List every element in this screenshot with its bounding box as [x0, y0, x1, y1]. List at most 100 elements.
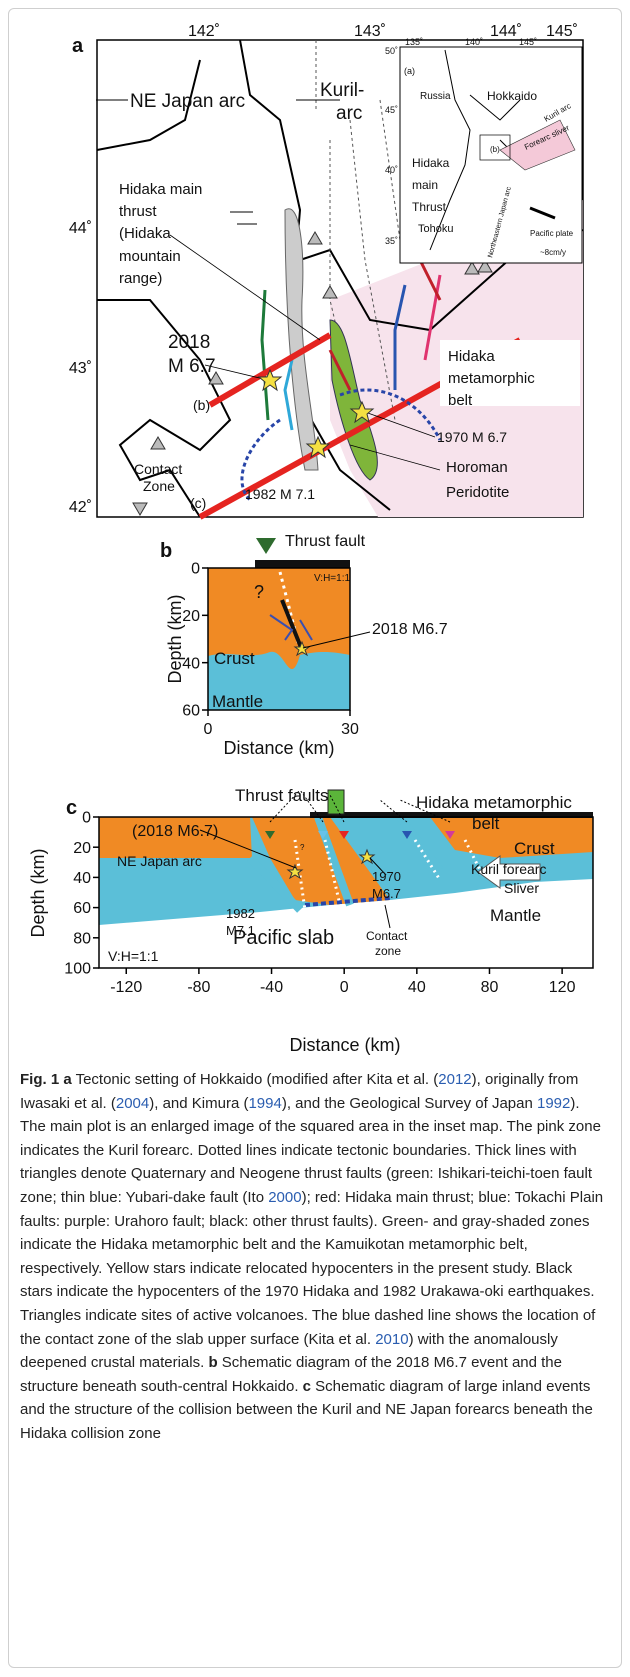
x-tick-label: 30: [341, 721, 359, 738]
inset-label: Hokkaido: [487, 89, 537, 103]
label: ?: [300, 843, 305, 852]
page: a 142˚ 143˚ 144˚ 145˚ 44˚ 43˚ 42˚ NE Jap…: [0, 0, 630, 1677]
inset-label: Hidaka: [412, 156, 450, 170]
label: Mantle: [212, 692, 263, 711]
y-tick-label: 60: [73, 900, 91, 917]
x-tick-label: 0: [340, 979, 349, 996]
panel-label: a: [72, 35, 84, 57]
map-label: mountain: [119, 248, 181, 265]
inset-label: Tohoku: [418, 223, 453, 235]
y-tick-label: 20: [182, 608, 200, 625]
axis-title: Depth (km): [28, 848, 48, 937]
inset-label: 40˚: [385, 165, 398, 175]
y-tick-label: 20: [73, 840, 91, 857]
map-label: NE Japan arc: [130, 91, 245, 112]
y-tick-label: 60: [182, 703, 200, 720]
y-tick-label: 80: [73, 930, 91, 947]
map-label: thrust: [119, 203, 157, 220]
axis-title: Distance (km): [223, 738, 334, 758]
map-label: 1982 M 7.1: [245, 486, 315, 502]
label: Kuril forearc: [471, 861, 546, 877]
inset-label: Pacific plate: [530, 229, 574, 238]
inset-label: 35˚: [385, 236, 398, 246]
axis-title: Distance (km): [289, 1035, 400, 1055]
label: Contact: [366, 929, 408, 943]
label: M6.7: [372, 886, 401, 901]
y-tick-label: 0: [82, 810, 91, 827]
caption-link[interactable]: 2000: [268, 1189, 301, 1206]
lat-label: 44˚: [69, 220, 92, 237]
label: Pacific slab: [233, 927, 334, 949]
figure: a 142˚ 143˚ 144˚ 145˚ 44˚ 43˚ 42˚ NE Jap…: [0, 0, 630, 1060]
map-label: 1970 M 6.7: [437, 429, 507, 445]
inset-label: 140˚: [465, 37, 483, 47]
inset-label: (a): [404, 66, 415, 76]
label: 1982: [226, 906, 255, 921]
lon-label: 142˚: [188, 23, 220, 40]
y-tick-label: 40: [182, 655, 200, 672]
caption-link[interactable]: 1994: [248, 1095, 281, 1112]
inset-label: Thrust: [412, 200, 447, 214]
inset-label: 145˚: [519, 37, 537, 47]
caption-link[interactable]: 1992: [537, 1095, 570, 1112]
caption-bold: a: [63, 1071, 71, 1088]
inset-label: 50˚: [385, 46, 398, 56]
panel-label: b: [160, 540, 172, 562]
map-label: (b): [193, 397, 210, 413]
label: ?: [254, 582, 264, 602]
map-label: Zone: [143, 478, 175, 494]
map-label: arc: [336, 103, 362, 124]
inset-label: main: [412, 178, 438, 192]
y-tick-label: 0: [191, 561, 200, 578]
map-label: Kuril-: [320, 80, 364, 101]
label: Thrust faults: [235, 786, 329, 805]
x-tick-label: 120: [549, 979, 576, 996]
caption-link[interactable]: 2004: [116, 1095, 149, 1112]
caption-normal: ), and Kimura (: [149, 1095, 248, 1112]
caption-bold: b: [208, 1354, 217, 1371]
caption-normal: Tectonic setting of Hokkaido (modified a…: [72, 1071, 439, 1088]
label: V:H=1:1: [314, 573, 350, 584]
label: zone: [375, 944, 401, 958]
label: 1970: [372, 869, 401, 884]
x-tick-label: 40: [408, 979, 426, 996]
map-label: metamorphic: [448, 370, 535, 387]
x-tick-label: 0: [204, 721, 213, 738]
panel-label: c: [66, 797, 77, 819]
map-label: Hidaka main: [119, 181, 202, 198]
lon-label: 144˚: [490, 23, 522, 40]
label: NE Japan arc: [117, 853, 202, 869]
map-label: Contact: [134, 461, 182, 477]
label: (2018 M6.7): [132, 823, 218, 840]
label: Mantle: [490, 906, 541, 925]
x-tick-label: -80: [187, 979, 210, 996]
map-label: 2018: [168, 332, 210, 353]
caption-normal: ), and the Geological Survey of Japan: [282, 1095, 537, 1112]
inset-label: (b): [490, 145, 500, 154]
inset-label: ~8cm/y: [540, 248, 566, 257]
lat-label: 43˚: [69, 360, 92, 377]
x-tick-label: 80: [481, 979, 499, 996]
map-label: Hidaka: [448, 348, 495, 365]
y-tick-label: 40: [73, 870, 91, 887]
lat-label: 42˚: [69, 499, 92, 516]
y-tick-label: 100: [64, 961, 91, 978]
caption-normal: ); red: Hidaka main thrust; blue: Tokach…: [20, 1189, 603, 1348]
map-label: Horoman: [446, 459, 508, 476]
lon-label: 143˚: [354, 23, 386, 40]
x-tick-label: -40: [260, 979, 283, 996]
caption: Fig. 1 a Tectonic setting of Hokkaido (m…: [20, 1068, 604, 1446]
lon-label: 145˚: [546, 23, 578, 40]
inset-label: Russia: [420, 91, 451, 102]
inset-label: 45˚: [385, 105, 398, 115]
label: Crust: [514, 839, 555, 858]
caption-link[interactable]: 2010: [375, 1331, 408, 1348]
label: Crust: [214, 649, 255, 668]
label: Hidaka metamorphic: [416, 793, 572, 812]
label: Thrust fault: [285, 533, 366, 550]
map-label: (c): [190, 495, 206, 511]
caption-link[interactable]: 2012: [438, 1071, 471, 1088]
panel-b: [208, 538, 370, 710]
label: Sliver: [504, 880, 539, 896]
label: 2018 M6.7: [372, 621, 448, 638]
